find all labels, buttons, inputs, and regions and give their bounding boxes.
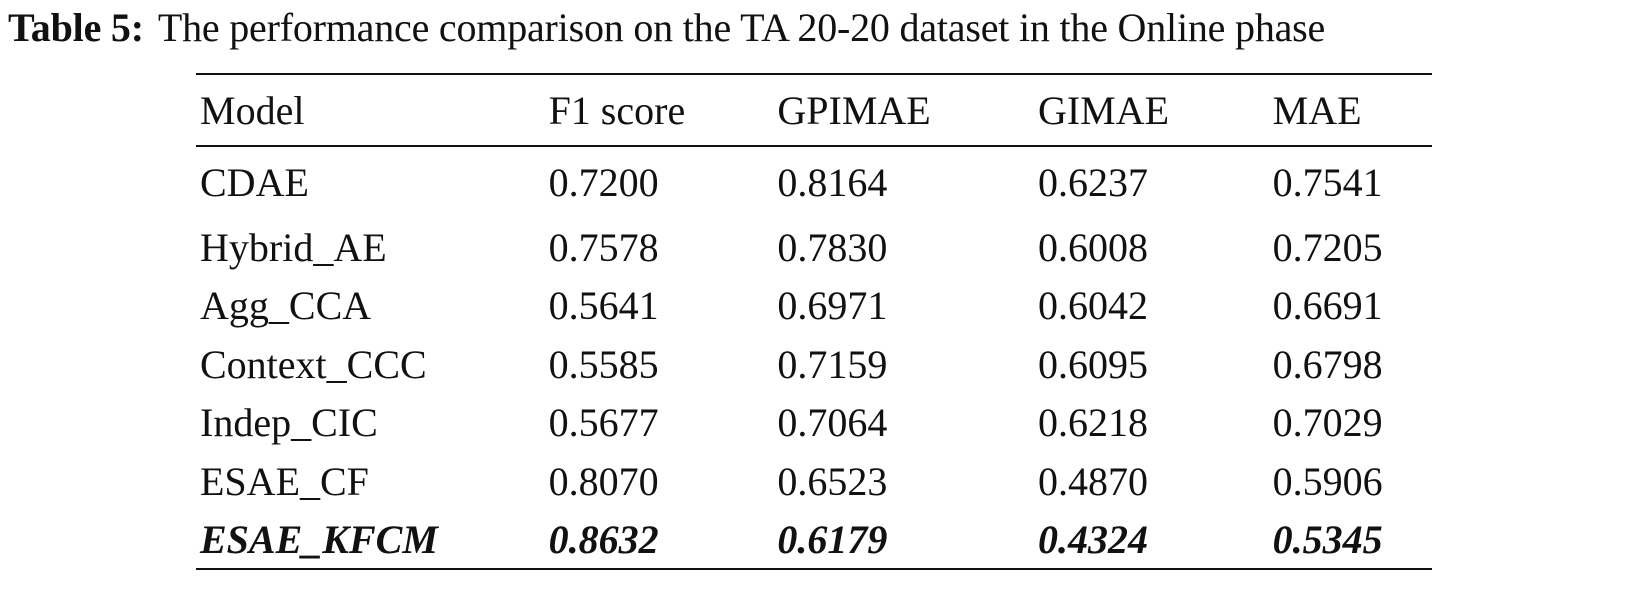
cell-mae: 0.6691 xyxy=(1272,283,1383,329)
cell-mae: 0.7029 xyxy=(1272,400,1383,446)
cell-gimae: 0.6237 xyxy=(1037,160,1148,205)
header-model: Model xyxy=(196,73,549,147)
caption-text: The performance comparison on the TA 20-… xyxy=(157,5,1326,50)
table-row: CDAE 0.7200 0.8164 0.6237 0.7541 xyxy=(196,146,1432,218)
cell-model: Hybrid_AE xyxy=(200,224,387,270)
cell-f1: 0.5677 xyxy=(548,400,659,446)
header-gpimae: GPIMAE xyxy=(777,73,1038,147)
cell-mae: 0.7205 xyxy=(1272,224,1383,270)
table-row: Agg_CCA 0.5641 0.6971 0.6042 0.6691 xyxy=(196,277,1432,336)
cell-gpimae: 0.7159 xyxy=(777,341,888,387)
cell-mae: 0.6798 xyxy=(1272,341,1383,387)
cell-gpimae: 0.6179 xyxy=(777,510,1038,570)
cell-model: Indep_CIC xyxy=(200,400,378,446)
cell-f1: 0.5585 xyxy=(548,341,659,387)
cell-model: Agg_CCA xyxy=(200,283,372,329)
table-row: Hybrid_AE 0.7578 0.7830 0.6008 0.7205 xyxy=(196,218,1432,277)
header-f1-score: F1 score xyxy=(548,73,778,147)
cell-model: ESAE_CF xyxy=(200,458,369,504)
cell-f1: 0.8070 xyxy=(548,458,659,504)
cell-gimae: 0.6042 xyxy=(1037,283,1148,329)
performance-table: Model F1 score GPIMAE GIMAE MAE CDAE 0.7… xyxy=(196,73,1432,570)
header-mae: MAE xyxy=(1272,73,1432,147)
cell-mae: 0.5345 xyxy=(1272,510,1432,570)
cell-f1: 0.7578 xyxy=(548,224,659,270)
table-caption: Table 5: The performance comparison on th… xyxy=(8,4,1623,52)
table-row: ESAE_CF 0.8070 0.6523 0.4870 0.5906 xyxy=(196,452,1432,511)
cell-f1: 0.8632 xyxy=(548,510,778,570)
caption-label: Table 5: xyxy=(8,5,144,50)
cell-gpimae: 0.6523 xyxy=(777,458,888,504)
cell-gimae: 0.6095 xyxy=(1037,341,1148,387)
cell-gimae: 0.6218 xyxy=(1037,400,1148,446)
table-row: Context_CCC 0.5585 0.7159 0.6095 0.6798 xyxy=(196,335,1432,394)
cell-gpimae: 0.7064 xyxy=(777,400,888,446)
cell-model: Context_CCC xyxy=(200,341,427,387)
cell-model: ESAE_KFCM xyxy=(196,510,549,570)
header-gimae: GIMAE xyxy=(1037,73,1273,147)
cell-gpimae: 0.8164 xyxy=(777,160,888,205)
cell-model: CDAE xyxy=(200,160,309,205)
cell-f1: 0.5641 xyxy=(548,283,659,329)
cell-gimae: 0.4324 xyxy=(1037,510,1273,570)
cell-gimae: 0.4870 xyxy=(1037,458,1148,504)
table-row-best: ESAE_KFCM 0.8632 0.6179 0.4324 0.5345 xyxy=(196,510,1432,570)
cell-gpimae: 0.7830 xyxy=(777,224,888,270)
cell-gimae: 0.6008 xyxy=(1037,224,1148,270)
cell-mae: 0.5906 xyxy=(1272,458,1383,504)
cell-f1: 0.7200 xyxy=(548,160,659,205)
table-row: Indep_CIC 0.5677 0.7064 0.6218 0.7029 xyxy=(196,394,1432,453)
cell-gpimae: 0.6971 xyxy=(777,283,888,329)
table-header-row: Model F1 score GPIMAE GIMAE MAE xyxy=(196,73,1432,147)
cell-mae: 0.7541 xyxy=(1272,160,1383,205)
